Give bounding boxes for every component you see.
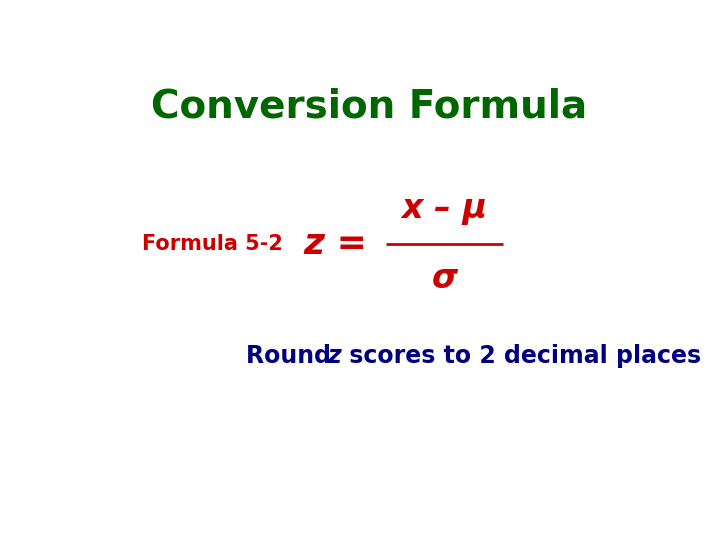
Text: Conversion Formula: Conversion Formula xyxy=(151,87,587,125)
Text: z: z xyxy=(327,344,341,368)
Text: σ: σ xyxy=(431,262,457,295)
Text: Round: Round xyxy=(246,344,340,368)
Text: Formula 5-2: Formula 5-2 xyxy=(143,234,283,254)
Text: z =: z = xyxy=(304,227,367,261)
Text: x – μ: x – μ xyxy=(401,192,487,225)
Text: scores to 2 decimal places: scores to 2 decimal places xyxy=(341,344,701,368)
